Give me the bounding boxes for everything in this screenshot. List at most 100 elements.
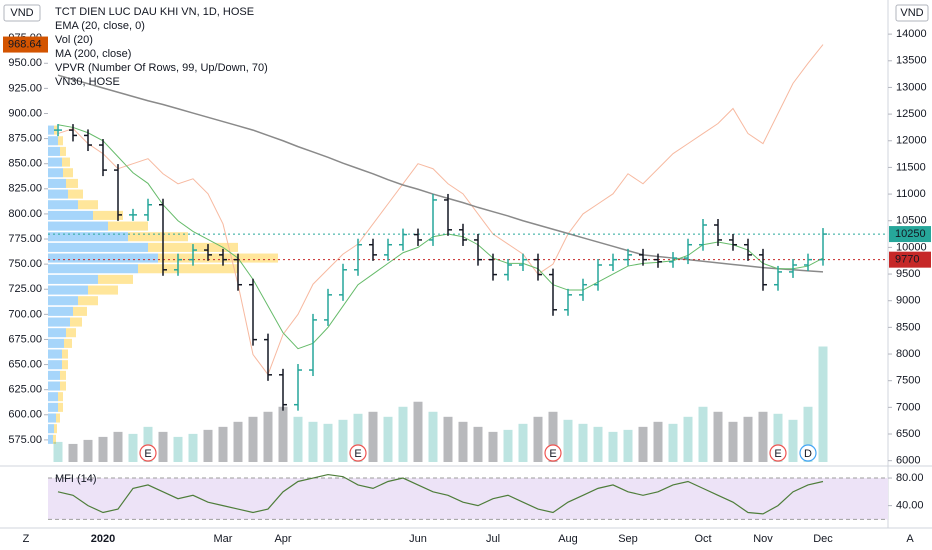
event-marker — [349, 444, 367, 462]
price-bar — [69, 124, 77, 142]
price-tag — [889, 226, 931, 243]
y-tick-label: 10000 — [896, 241, 927, 253]
price-tag-label: 10250 — [895, 228, 926, 240]
volume-bar — [218, 426, 228, 462]
volume-bar — [818, 346, 828, 462]
currency-box[interactable] — [895, 4, 929, 22]
profile-up — [48, 328, 66, 338]
corner-button[interactable]: A — [906, 533, 914, 545]
currency-right[interactable]: VND — [900, 7, 923, 19]
volume-bar — [743, 416, 753, 462]
profile-down — [60, 370, 66, 380]
price-bar — [534, 253, 542, 281]
price-bar — [714, 219, 722, 246]
event-marker — [799, 444, 817, 462]
price-bar — [819, 228, 827, 266]
y-tick-label: 8500 — [896, 321, 920, 333]
volume-bar — [638, 426, 648, 462]
event-label: E — [354, 448, 361, 460]
price-bar — [594, 258, 602, 291]
volume-bar — [263, 411, 273, 462]
legend-entry: Vol (20) — [55, 34, 93, 46]
volume-bar — [383, 416, 393, 462]
profile-up — [48, 360, 62, 370]
volume-bar — [53, 441, 63, 462]
volume-bar — [158, 431, 168, 462]
event-marker — [769, 444, 787, 462]
y2-tick-label: 850.00 — [8, 158, 42, 170]
price-bar — [309, 313, 317, 377]
volume-bar — [128, 433, 138, 462]
profile-down — [63, 168, 73, 178]
corner-button[interactable]: Z — [23, 533, 30, 545]
y2-tick-label: 600.00 — [8, 409, 42, 421]
price-bar — [99, 139, 107, 177]
profile-up — [48, 146, 60, 156]
y-tick-label: 14000 — [896, 28, 927, 40]
y-tick-label: 11000 — [896, 188, 926, 200]
volume-bar — [593, 426, 603, 462]
volume-bar — [653, 421, 663, 462]
currency-box[interactable] — [3, 4, 41, 22]
y2-tick-label: 900.00 — [8, 107, 42, 119]
y2-tick-label: 625.00 — [8, 384, 42, 396]
profile-up — [48, 232, 128, 242]
profile-up — [48, 370, 60, 380]
x-tick-label: Dec — [813, 533, 833, 545]
y2-tick-label: 675.00 — [8, 333, 42, 345]
price-bar — [189, 244, 197, 266]
profile-down — [58, 136, 63, 146]
x-tick-label: Sep — [618, 533, 638, 545]
y-tick-label: 12500 — [896, 108, 927, 120]
legend-entry: VPVR (Number Of Rows, 99, Up/Down, 70) — [55, 62, 268, 74]
vn30-line — [57, 44, 824, 376]
currency-left[interactable]: VND — [10, 7, 33, 19]
price-bar — [354, 238, 362, 276]
x-tick-label: Oct — [694, 533, 711, 545]
profile-up — [48, 338, 64, 348]
x-tick-label: Apr — [274, 533, 291, 545]
profile-up — [48, 306, 73, 316]
y2-tick-label: 750.00 — [8, 258, 42, 270]
y2-tick-label: 925.00 — [8, 82, 42, 94]
event-label: E — [144, 448, 151, 460]
price-bar — [774, 265, 782, 291]
price-bar — [609, 253, 617, 271]
price-bar — [459, 223, 467, 246]
y-tick-label: 6000 — [896, 455, 920, 467]
profile-down — [73, 306, 87, 316]
price-bar — [234, 253, 242, 291]
profile-down — [93, 210, 123, 220]
profile-up — [48, 296, 78, 306]
price-bar — [429, 193, 437, 246]
price-bar — [294, 364, 302, 411]
y-tick-label: 13500 — [896, 55, 927, 67]
price-bar — [54, 124, 62, 137]
volume-bar — [713, 411, 723, 462]
y2-tick-label: 950.00 — [8, 57, 42, 69]
profile-down — [128, 232, 188, 242]
x-tick-label: Aug — [558, 533, 578, 545]
y2-tick-label: 700.00 — [8, 308, 42, 320]
mfi-line — [57, 473, 824, 515]
volume-bar — [293, 416, 303, 462]
volume-bar — [518, 423, 528, 462]
volume-bar — [668, 423, 678, 462]
volume-bar — [248, 416, 258, 462]
y2-tick-label: 775.00 — [8, 233, 42, 245]
price-bar — [414, 228, 422, 246]
volume-bar — [803, 406, 813, 462]
profile-up — [48, 189, 68, 199]
price-bar — [279, 368, 287, 411]
profile-up — [48, 402, 58, 412]
profile-down — [66, 178, 78, 188]
y-tick-label: 8000 — [896, 348, 920, 360]
y-tick-label: 9500 — [896, 268, 920, 280]
price-bar — [84, 129, 92, 152]
profile-up — [48, 136, 58, 146]
price-bar — [669, 252, 677, 268]
y-tick-label: 7500 — [896, 375, 920, 387]
x-tick-label: Jul — [486, 533, 500, 545]
